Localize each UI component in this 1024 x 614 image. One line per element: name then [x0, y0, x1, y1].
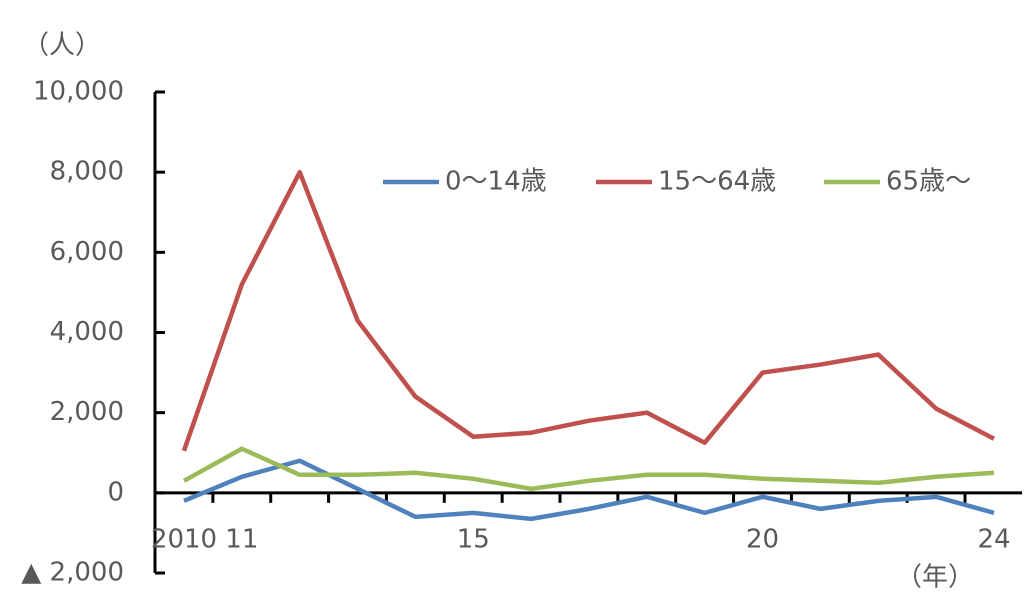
line-series	[183, 458, 995, 522]
x-unit: （年）	[896, 563, 974, 593]
legend-label: 65歳～	[886, 167, 971, 197]
y-tick-label: ▲ 2,000	[21, 558, 124, 588]
legend-label: 0～14歳	[445, 167, 547, 197]
y-tick-label: 2,000	[50, 397, 124, 427]
x-tick-label: 20	[746, 525, 779, 555]
y-unit: （人）	[23, 31, 101, 61]
legend-label: 15～64歳	[658, 167, 776, 197]
x-tick-label: 2010	[151, 525, 217, 555]
y-tick-label: 0	[107, 477, 124, 507]
y-tick-label: 6,000	[50, 237, 124, 267]
x-tick-label: 15	[457, 525, 490, 555]
y-tick-label: 10,000	[33, 77, 124, 107]
y-tick-label: 8,000	[50, 157, 124, 187]
x-tick-label: 11	[225, 525, 258, 555]
line-series	[181, 169, 996, 452]
y-tick-label: 4,000	[50, 317, 124, 347]
x-tick-label: 24	[977, 525, 1010, 555]
line-series	[182, 446, 995, 492]
